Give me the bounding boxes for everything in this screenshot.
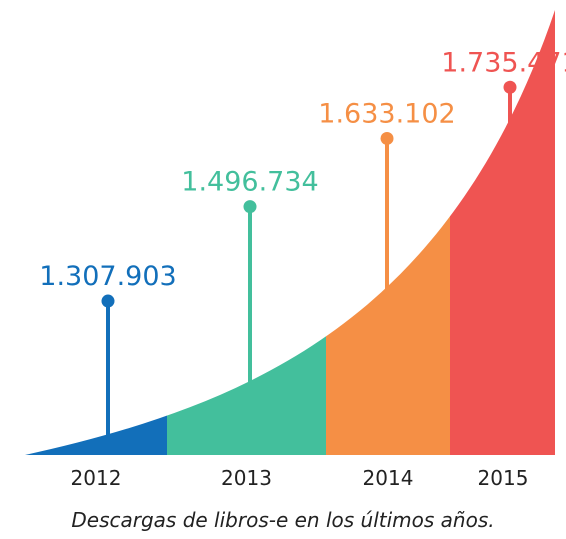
x-tick-label: 2012: [71, 466, 122, 490]
area-segment: [167, 10, 326, 455]
value-label: 1.633.102: [318, 98, 455, 129]
pin-dot: [503, 80, 517, 94]
x-tick-label: 2015: [478, 466, 529, 490]
caption: Descargas de libros-e en los últimos año…: [71, 508, 494, 532]
value-label: 1.735.471: [441, 47, 566, 78]
x-tick-label: 2013: [221, 466, 272, 490]
pin-dot: [101, 294, 115, 308]
pin-dot: [380, 131, 394, 145]
x-tick-label: 2014: [363, 466, 414, 490]
area-segment: [25, 10, 167, 455]
value-label: 1.307.903: [39, 261, 176, 292]
value-label: 1.496.734: [181, 167, 318, 198]
pin-dot: [243, 200, 257, 214]
